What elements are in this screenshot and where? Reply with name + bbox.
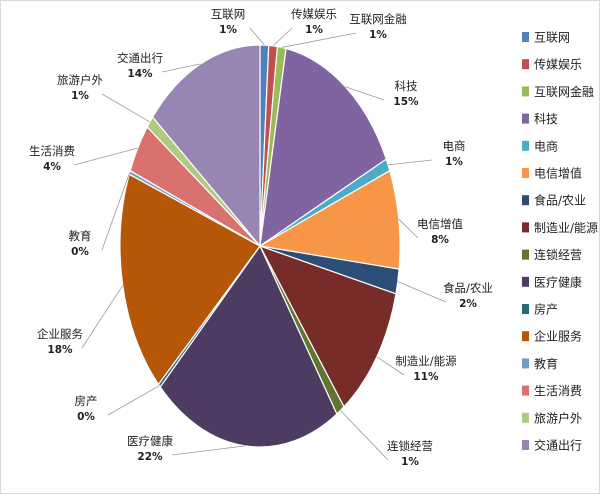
- slice-label: 企业服务: [37, 327, 83, 341]
- slice-value-label: 11%: [413, 371, 439, 383]
- pie-slice: [258, 244, 397, 408]
- slice-label: 科技: [395, 79, 418, 93]
- leader-line: [376, 356, 405, 376]
- pie-slices: [119, 44, 401, 448]
- legend: 互联网传媒娱乐互联网金融科技电商电信增值食品/农业制造业/能源连锁经营医疗健康房…: [522, 31, 598, 453]
- leader-line: [345, 86, 385, 101]
- legend-swatch: [522, 222, 529, 233]
- legend-swatch: [522, 86, 529, 97]
- slice-value-label: 14%: [127, 68, 153, 80]
- legend-swatch: [522, 304, 529, 314]
- slice-label: 电商: [443, 139, 466, 153]
- legend-swatch: [522, 249, 529, 260]
- pie-slice: [259, 47, 387, 248]
- legend-item-label: 医疗健康: [534, 274, 582, 289]
- legend-item-label: 房产: [534, 302, 558, 317]
- slice-value-label: 8%: [431, 234, 449, 246]
- slice-value-label: 1%: [219, 24, 237, 36]
- legend-item-label: 生活消费: [534, 384, 582, 398]
- leader-line: [73, 147, 138, 166]
- slice-value-label: 15%: [393, 96, 419, 108]
- slice-value-label: 18%: [47, 344, 73, 356]
- leader-line: [398, 218, 419, 239]
- slice-value-label: 4%: [43, 161, 61, 173]
- slice-value-label: 1%: [369, 29, 387, 41]
- pie-slice: [258, 169, 401, 270]
- legend-item-label: 连锁经营: [534, 247, 582, 262]
- legend-swatch: [522, 32, 529, 42]
- legend-item-label: 科技: [534, 112, 558, 126]
- leader-line: [281, 32, 357, 48]
- legend-swatch: [522, 440, 529, 450]
- legend-item-label: 教育: [534, 356, 558, 371]
- slice-value-label: 2%: [459, 298, 477, 310]
- leader-line: [161, 63, 201, 73]
- legend-item-label: 制造业/能源: [534, 221, 598, 235]
- leader-line: [272, 27, 293, 47]
- legend-item-label: 食品/农业: [534, 193, 586, 208]
- slice-label: 电信增值: [417, 217, 463, 231]
- slice-label: 医疗健康: [127, 434, 173, 448]
- slice-label: 互联网金融: [349, 12, 407, 26]
- legend-swatch: [522, 195, 529, 206]
- slice-label: 连锁经营: [387, 439, 433, 453]
- pie-slice: [159, 244, 338, 448]
- legend-item-label: 电商: [534, 138, 558, 153]
- legend-item-label: 互联网金融: [534, 84, 594, 99]
- slice-label: 传媒娱乐: [291, 7, 337, 21]
- leader-line: [397, 281, 447, 303]
- legend-swatch: [522, 59, 529, 70]
- legend-item-label: 交通出行: [534, 438, 582, 453]
- legend-swatch: [522, 385, 529, 396]
- legend-item-label: 旅游户外: [534, 410, 582, 425]
- legend-swatch: [522, 113, 529, 124]
- slice-value-label: 1%: [305, 24, 323, 36]
- slice-value-label: 0%: [71, 246, 89, 258]
- leader-line: [101, 172, 131, 251]
- leader-line: [388, 159, 433, 166]
- legend-swatch: [522, 331, 529, 342]
- slice-label: 制造业/能源: [395, 354, 457, 368]
- data-labels: 互联网 1% 传媒娱乐 1% 互联网金融 1% 科技 15% 电商 1% 电信增值 8% 食品/农业 2%…: [29, 7, 493, 468]
- leader-line: [340, 410, 389, 461]
- leader-line: [107, 385, 160, 416]
- pie-slice: [151, 44, 261, 248]
- slice-value-label: 1%: [445, 156, 463, 168]
- leader-lines: [73, 27, 447, 461]
- legend-swatch: [522, 412, 529, 423]
- slice-label: 交通出行: [117, 51, 163, 65]
- slice-label: 教育: [69, 229, 92, 243]
- slice-label: 食品/农业: [443, 281, 493, 295]
- leader-line: [249, 27, 265, 46]
- leader-line: [81, 285, 124, 349]
- slice-label: 互联网: [211, 7, 246, 21]
- legend-item-label: 企业服务: [534, 329, 582, 344]
- legend-swatch: [522, 168, 529, 178]
- slice-label: 旅游户外: [57, 73, 103, 87]
- legend-item-label: 电信增值: [534, 166, 582, 181]
- leader-line: [171, 445, 246, 456]
- slice-value-label: 22%: [137, 451, 163, 463]
- legend-swatch: [522, 140, 529, 151]
- legend-swatch: [522, 358, 529, 369]
- slice-label: 房产: [75, 394, 98, 408]
- legend-item-label: 传媒娱乐: [534, 57, 582, 72]
- slice-value-label: 0%: [77, 411, 95, 423]
- legend-swatch: [522, 276, 529, 287]
- slice-value-label: 1%: [71, 90, 89, 102]
- slice-label: 生活消费: [29, 144, 75, 158]
- legend-item-label: 互联网: [534, 31, 570, 45]
- slice-value-label: 1%: [401, 456, 419, 468]
- leader-line: [101, 93, 151, 123]
